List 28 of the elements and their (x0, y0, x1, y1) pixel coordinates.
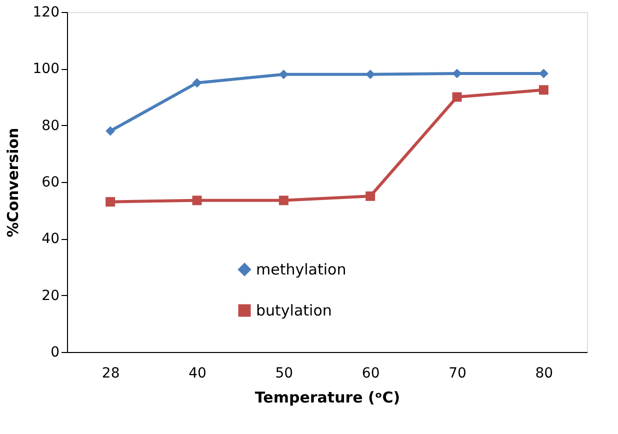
y-axis-title: %Conversion (4, 128, 22, 238)
y-tick-label: 60 (42, 174, 60, 190)
point (106, 126, 116, 136)
legend-label: butylation (256, 302, 332, 320)
point (278, 70, 288, 80)
x-tick-label: 40 (188, 366, 206, 382)
x-axis-title: Temperature (ᵒC) (254, 388, 400, 406)
x-tick-label: 80 (535, 366, 554, 382)
point (192, 196, 202, 206)
y-tick-label: 120 (32, 4, 60, 20)
point (452, 92, 462, 102)
x-tick-label: 50 (275, 366, 294, 382)
y-tick-label: 40 (42, 231, 60, 248)
point (366, 191, 376, 201)
point (366, 70, 376, 80)
point (106, 197, 116, 207)
y-tick-label: 0 (50, 344, 60, 360)
point (192, 78, 202, 88)
x-tick-label: 70 (448, 366, 466, 382)
point (278, 196, 288, 206)
point (538, 85, 548, 95)
y-tick-label: 100 (32, 61, 60, 78)
legend-label: methylation (256, 260, 346, 278)
x-tick-label: 60 (362, 366, 380, 382)
y-tick-label: 20 (42, 288, 60, 304)
point (452, 68, 462, 78)
y-tick-label: 80 (42, 118, 60, 134)
x-tick-label: 28 (102, 366, 120, 382)
